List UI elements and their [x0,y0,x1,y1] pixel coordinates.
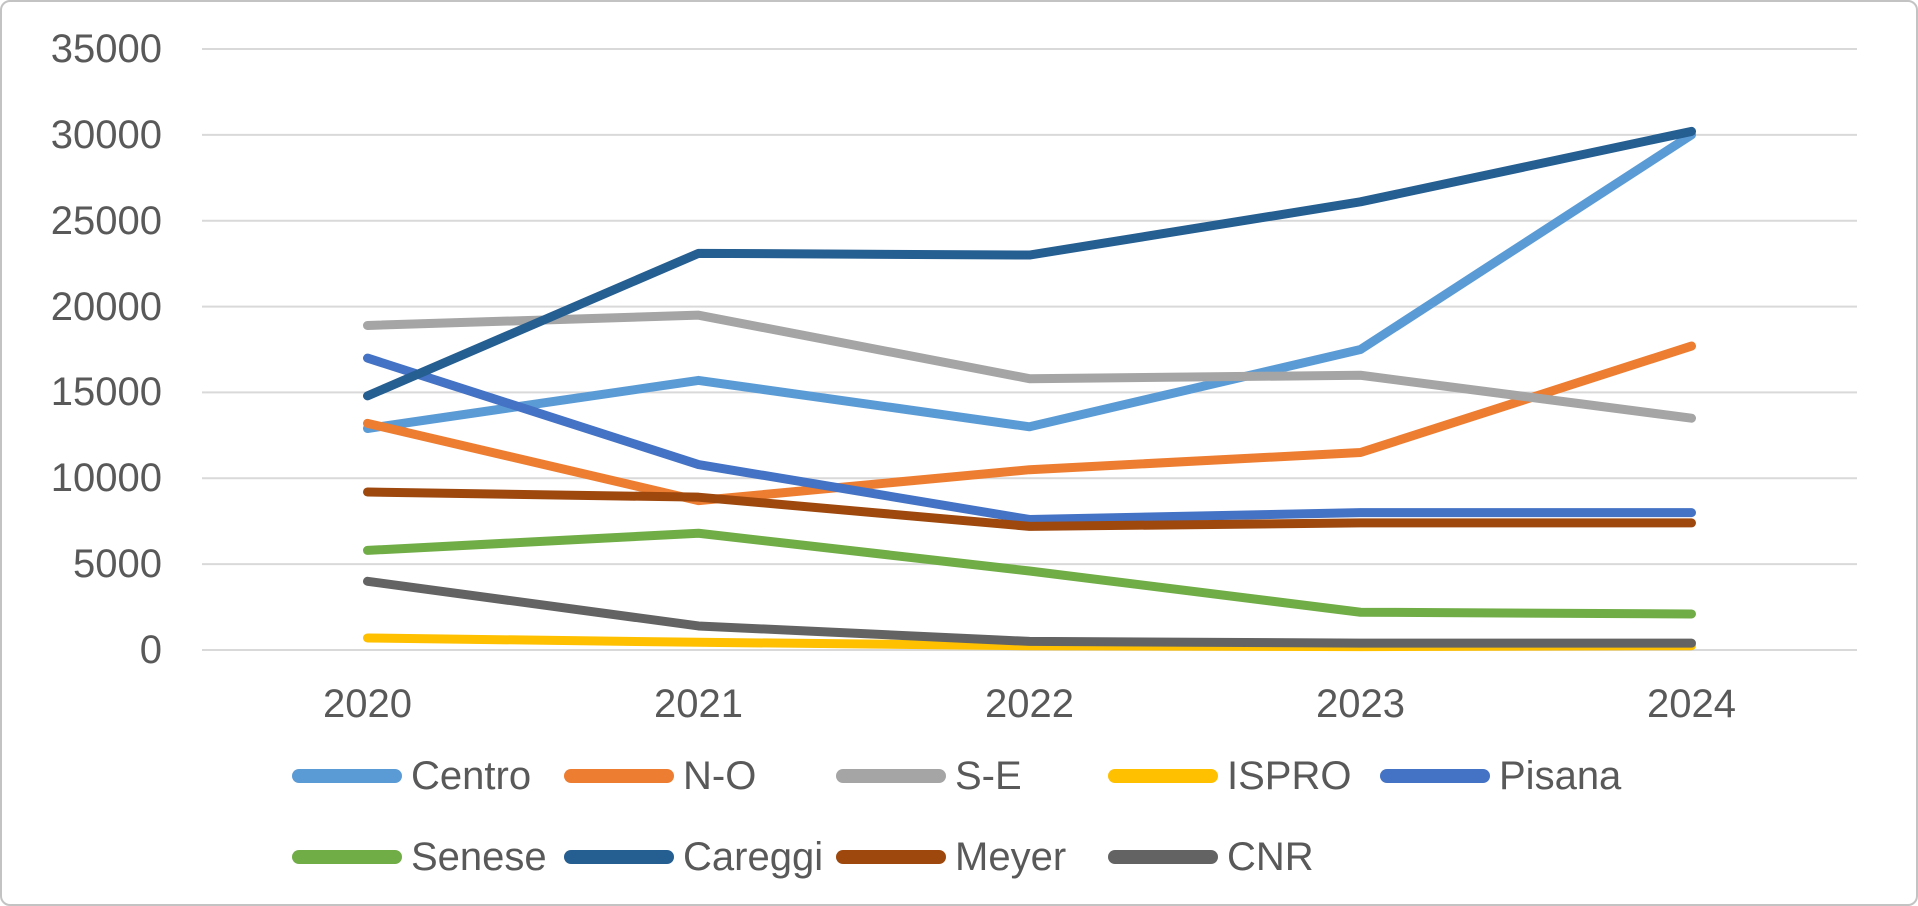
series-line-senese [363,528,1696,619]
legend-item-ispro: ISPRO [1108,754,1380,798]
legend-swatch-icon [1108,769,1218,783]
legend-item-careggi: Careggi [564,835,836,879]
legend-item-cnr: CNR [1108,835,1380,879]
y-tick-label: 10000 [50,456,162,501]
series-line-s-e [363,310,1696,423]
series-line-n-o [363,341,1696,506]
x-tick-label: 2020 [323,682,412,726]
x-tick-label: 2022 [985,682,1074,726]
y-tick-label: 35000 [50,27,162,71]
legend-swatch-icon [836,769,946,783]
legend-swatch-icon [564,850,674,864]
legend-item-meyer: Meyer [836,835,1108,879]
x-tick-label: 2021 [654,682,743,726]
legend-label: Careggi [683,835,824,879]
series-line-careggi [363,126,1696,401]
legend-label: Centro [411,754,532,798]
y-tick-label: 20000 [50,284,162,329]
y-tick-label: 30000 [50,112,162,157]
legend-swatch-icon [836,850,946,864]
x-tick-label: 2023 [1316,682,1405,726]
x-tick-label: 2024 [1647,682,1736,726]
legend-swatch-icon [1108,850,1218,864]
legend-swatch-icon [292,769,402,783]
y-tick-label: 0 [139,628,162,672]
legend-label: Meyer [955,835,1067,879]
legend-label: S-E [955,754,1022,798]
y-tick-label: 15000 [50,370,162,415]
series-line-meyer [363,487,1696,531]
series-line-cnr [363,576,1696,648]
legend-item-pisana: Pisana [1380,754,1652,798]
legend-label: Senese [411,835,547,879]
legend-item-n-o: N-O [564,754,836,798]
legend-swatch-icon [292,850,402,864]
legend-label: ISPRO [1227,754,1352,798]
legend-label: Pisana [1499,754,1622,798]
legend-label: N-O [683,754,757,798]
legend-item-s-e: S-E [836,754,1108,798]
legend-row: Senese Careggi Meyer CNR [292,835,1380,879]
legend-swatch-icon [1380,769,1490,783]
series-line-pisana [363,353,1696,524]
y-tick-label: 25000 [50,198,162,243]
series-line-centro [363,130,1696,433]
legend-label: CNR [1227,835,1314,879]
legend-item-centro: Centro [292,754,564,798]
legend-row: Centro N-O S-E ISPRO Pisana [292,754,1652,798]
legend-item-senese: Senese [292,835,564,879]
y-tick-label: 5000 [73,542,162,587]
legend-swatch-icon [564,769,674,783]
